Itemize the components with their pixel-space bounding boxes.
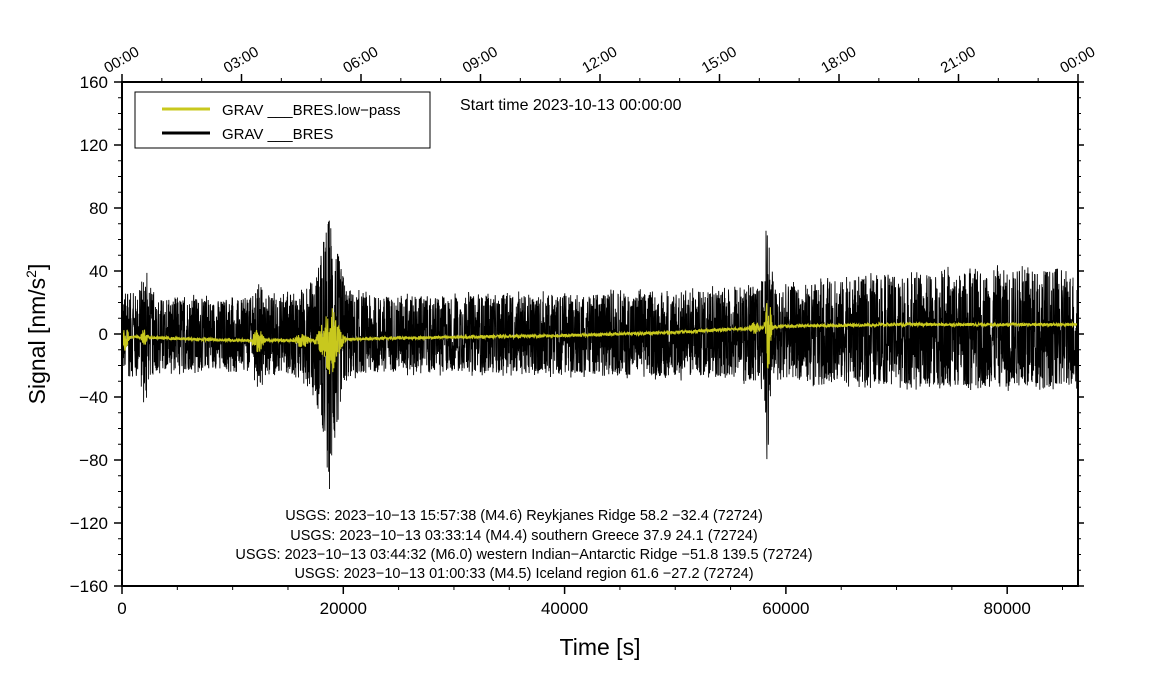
- legend: GRAV ___BRES.low−pass GRAV ___BRES: [134, 91, 431, 149]
- top-tick-label: 15:00: [699, 43, 740, 76]
- top-tick-label: 06:00: [340, 43, 381, 76]
- legend-box: [134, 91, 431, 149]
- y-axis-label: Signal [nm/s2]: [23, 264, 50, 405]
- y-tick-label: 120: [80, 136, 108, 155]
- event-annotation: USGS: 2023−10−13 01:00:33 (M4.5) Iceland…: [294, 566, 753, 582]
- y-tick-label: 80: [89, 199, 108, 218]
- y-tick-label: −40: [79, 388, 108, 407]
- legend-label-lowpass: GRAV ___BRES.low−pass: [222, 102, 401, 119]
- top-tick-label: 00:00: [101, 43, 142, 76]
- top-tick-label: 00:00: [1057, 43, 1098, 76]
- y-tick-label: 160: [80, 73, 108, 92]
- series-raw-trace: [122, 220, 1078, 490]
- y-tick-label: −120: [70, 514, 108, 533]
- y-tick-label: −80: [79, 451, 108, 470]
- series-layer: [122, 220, 1078, 490]
- legend-label-raw: GRAV ___BRES: [222, 126, 333, 143]
- y-axis-label-superscript: 2: [23, 270, 39, 278]
- top-tick-label: 03:00: [221, 43, 262, 76]
- x-axis-label: Time [s]: [560, 634, 641, 660]
- start-time-label: Start time 2023-10-13 00:00:00: [460, 97, 682, 114]
- x-tick-label: 60000: [762, 599, 809, 618]
- x-tick-label: 40000: [541, 599, 588, 618]
- event-annotation: USGS: 2023−10−13 03:44:32 (M6.0) western…: [235, 547, 812, 563]
- series-lowpass-trace: [122, 303, 1078, 375]
- x-tick-label: 20000: [320, 599, 367, 618]
- top-tick-label: 21:00: [938, 43, 979, 76]
- x-tick-label: 80000: [984, 599, 1031, 618]
- x-tick-label: 0: [117, 599, 126, 618]
- event-annotation: USGS: 2023−10−13 03:33:14 (M4.4) souther…: [290, 528, 758, 544]
- top-tick-label: 09:00: [460, 43, 501, 76]
- y-tick-label: −160: [70, 577, 108, 596]
- y-axis-label-close: ]: [24, 264, 50, 270]
- top-tick-label: 18:00: [818, 43, 859, 76]
- y-tick-label: 40: [89, 262, 108, 281]
- y-tick-label: 0: [99, 325, 108, 344]
- event-annotations: USGS: 2023−10−13 15:57:38 (M4.6) Reykjan…: [235, 508, 812, 582]
- event-annotation: USGS: 2023−10−13 15:57:38 (M4.6) Reykjan…: [285, 508, 763, 524]
- y-axis-label-text: Signal [nm/s: [24, 278, 50, 405]
- top-tick-label: 12:00: [579, 43, 620, 76]
